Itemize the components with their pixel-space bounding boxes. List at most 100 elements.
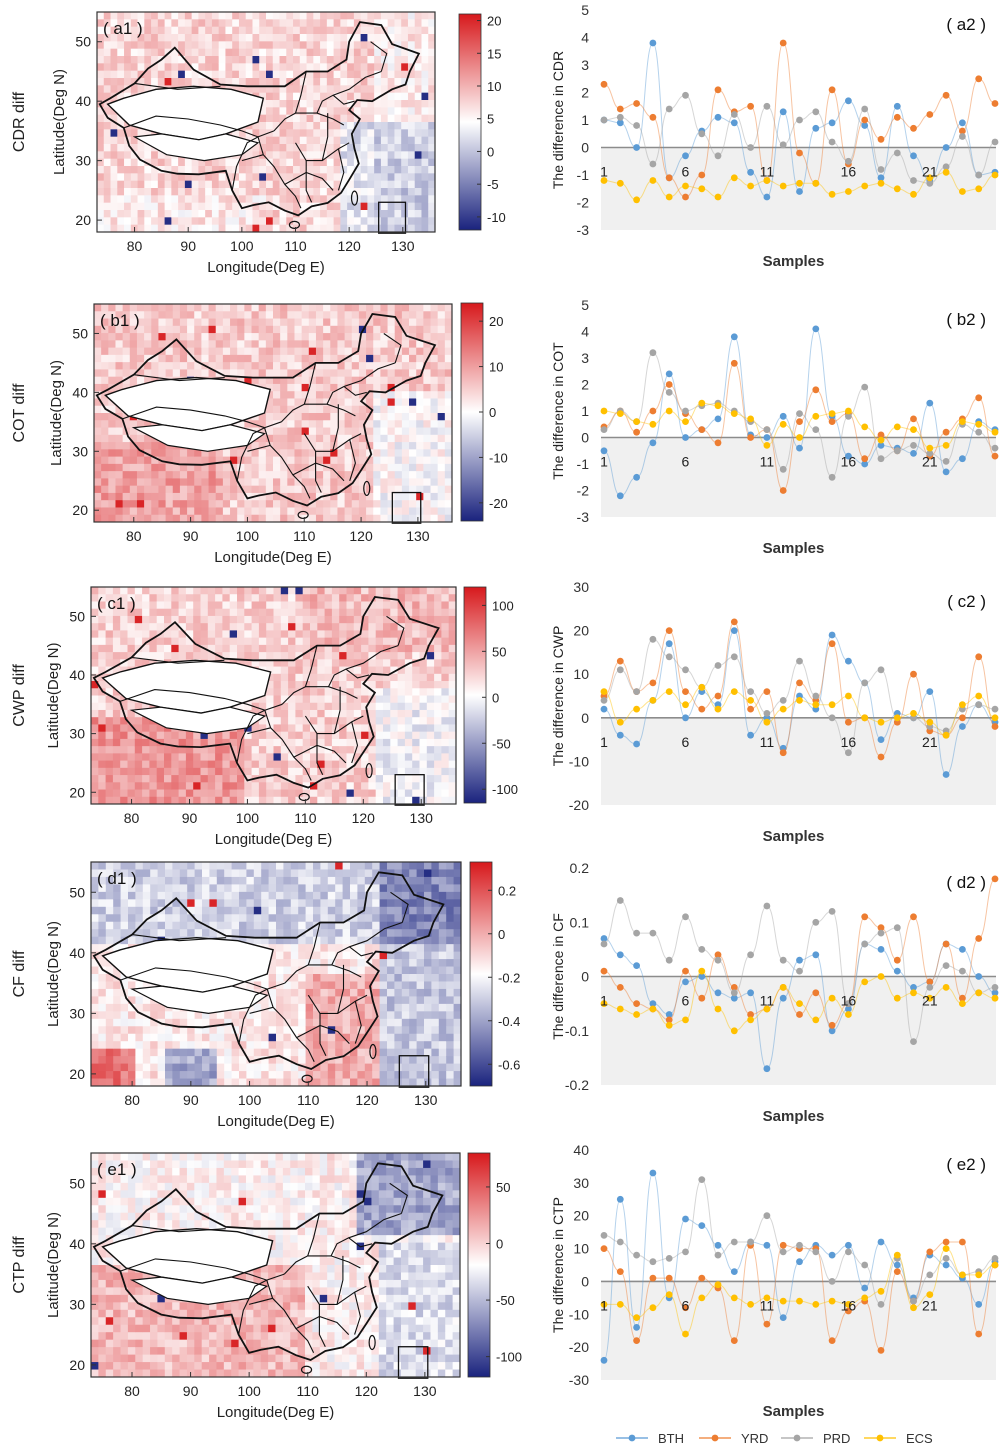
heatmap-cell (237, 659, 245, 667)
heatmap-cell (331, 681, 340, 689)
heatmap-cell (273, 724, 282, 733)
heatmap-cell (317, 630, 325, 639)
heatmap-cell (265, 398, 274, 407)
heatmap-cell (115, 456, 124, 465)
x-tick-label: 120 (337, 238, 361, 254)
heatmap-cell (407, 114, 416, 123)
heatmap-cell (110, 129, 118, 138)
heatmap-cell (295, 775, 304, 783)
heatmap-cell (344, 369, 353, 378)
heatmap-cell (404, 615, 413, 624)
heatmap-cell (157, 217, 165, 226)
heatmap-cell (426, 623, 435, 631)
heatmap-cell (280, 398, 288, 407)
heatmap-cell (124, 173, 132, 182)
heatmap-cell (120, 996, 129, 1005)
heatmap-cell (222, 485, 231, 494)
heatmap-cell (191, 180, 199, 189)
heatmap-cell (390, 594, 398, 602)
heatmap-cell (434, 594, 442, 602)
heatmap-cell (368, 775, 377, 783)
heatmap-cell (232, 26, 240, 35)
heatmap-cell (279, 12, 287, 20)
heatmap-cell (387, 427, 396, 436)
heatmap-cell (259, 210, 267, 218)
heatmap-cell (346, 731, 355, 740)
heatmap-cell (353, 63, 362, 72)
heatmap-cell (428, 78, 436, 86)
heatmap-cell (128, 1048, 136, 1057)
heatmap-cell (127, 782, 136, 790)
heatmap-cell (310, 760, 318, 769)
heatmap-cell (394, 48, 402, 57)
heatmap-cell (306, 100, 314, 108)
heatmap-cell (421, 224, 429, 233)
heatmap-cell (333, 92, 341, 101)
heatmap-cell (187, 485, 195, 494)
heatmap-cell (387, 442, 396, 450)
heatmap-cell (187, 347, 195, 356)
heatmap-cell (358, 427, 367, 436)
heatmap-cell (306, 114, 314, 123)
heatmap-cell (124, 217, 132, 226)
heatmap-cell (280, 659, 289, 667)
heatmap-cell (184, 180, 193, 189)
heatmap-cell (127, 724, 136, 733)
heatmap-cell (266, 702, 274, 711)
heatmap-cell (142, 615, 150, 624)
heatmap-cell (244, 362, 252, 370)
heatmap-cell (157, 899, 166, 908)
heatmap-cell (337, 434, 345, 443)
province-boundary (236, 703, 283, 764)
heatmap-cell (437, 398, 446, 407)
heatmap-cell (383, 587, 391, 595)
heatmap-cell (380, 318, 388, 327)
heatmap-cell (430, 405, 439, 414)
heatmap-cell (409, 362, 417, 370)
heatmap-cell (230, 456, 238, 465)
heatmap-cell (258, 485, 267, 494)
heatmap-cell (185, 587, 194, 595)
heatmap-cell (287, 362, 295, 370)
heatmap-cell (137, 217, 145, 226)
heatmap-cell (225, 195, 233, 204)
heatmap-cell (313, 78, 321, 86)
heatmap-cell (191, 56, 199, 64)
heatmap-cell (380, 507, 388, 516)
heatmap-cell (245, 34, 253, 42)
heatmap-cell (105, 688, 114, 696)
heatmap-cell (258, 731, 267, 740)
heatmap-cell (115, 500, 124, 508)
heatmap-cell (287, 347, 295, 356)
heatmap-cell (302, 688, 311, 696)
heatmap-cell (280, 471, 288, 479)
heatmap-cell (380, 369, 388, 378)
heatmap-cell (266, 666, 274, 675)
heatmap-cell (164, 188, 172, 196)
heatmap-cell (286, 180, 294, 189)
heatmap-cell (201, 471, 209, 479)
heatmap-cell (117, 210, 125, 218)
heatmap-cell (339, 587, 347, 595)
heatmap-cell (135, 906, 144, 915)
heatmap-cell (178, 587, 187, 595)
heatmap-cell (324, 644, 333, 653)
heatmap-cell (326, 217, 334, 226)
heatmap-cell (288, 746, 296, 754)
heatmap-cell (244, 731, 252, 740)
heatmap-cell (113, 929, 121, 938)
heatmap-cell (330, 354, 338, 363)
heatmap-cell (273, 449, 281, 457)
heatmap-cell (136, 311, 145, 319)
heatmap-cell (374, 210, 382, 218)
heatmap-cell (130, 56, 138, 64)
heatmap-cell (120, 731, 128, 740)
heatmap-cell (179, 456, 188, 465)
heatmap-cell (301, 311, 310, 319)
heatmap-cell (302, 630, 311, 639)
heatmap-cell (286, 129, 294, 138)
heatmap-cell (273, 500, 281, 508)
heatmap-cell (218, 166, 226, 174)
heatmap-cell (401, 217, 409, 226)
